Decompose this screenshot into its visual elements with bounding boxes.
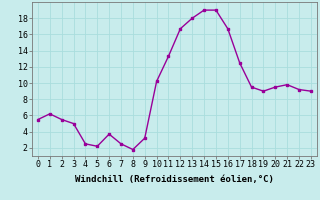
X-axis label: Windchill (Refroidissement éolien,°C): Windchill (Refroidissement éolien,°C): [75, 175, 274, 184]
